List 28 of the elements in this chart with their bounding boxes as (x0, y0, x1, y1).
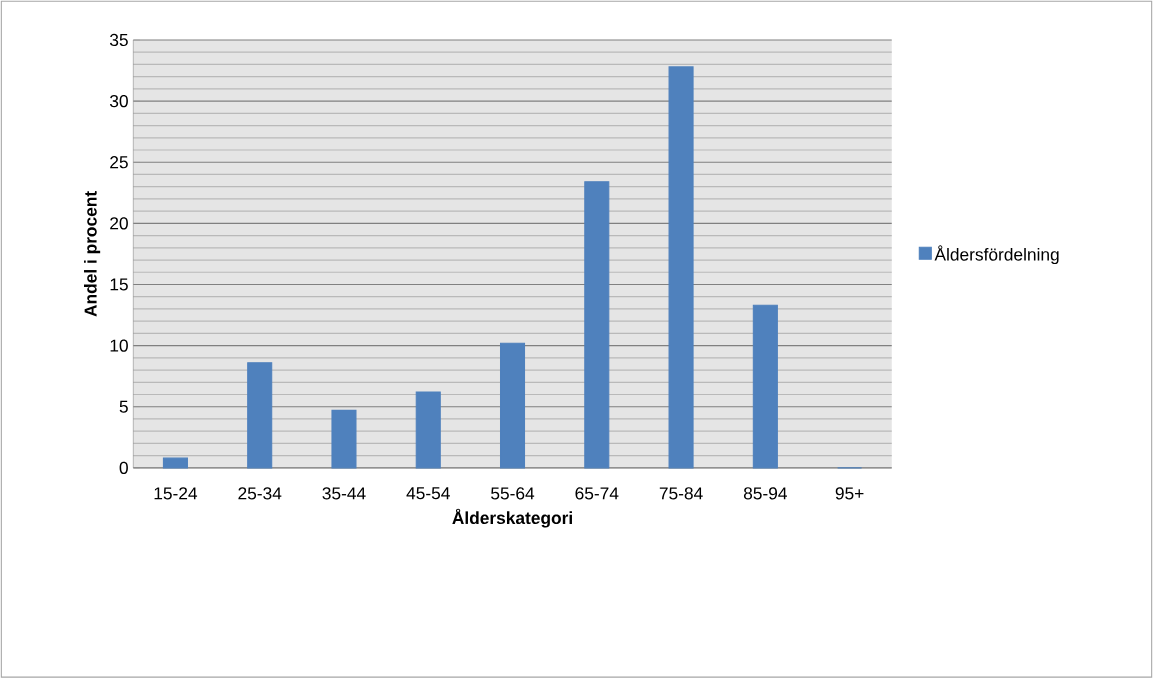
y-tick-label: 20 (110, 216, 128, 230)
x-tick-label: 75-84 (659, 486, 703, 500)
bar (668, 66, 694, 469)
y-tick-label: 30 (109, 94, 128, 108)
y-tick-label: 0 (119, 461, 128, 474)
legend-label: Åldersfördelning (934, 245, 1059, 264)
y-tick-label: 35 (109, 33, 128, 46)
x-tick-label: 25-34 (238, 486, 282, 500)
x-tick-label: 55-64 (491, 486, 535, 500)
x-tick-label: 95+ (835, 486, 864, 500)
bar (162, 457, 188, 469)
x-tick-label: 85-94 (743, 486, 787, 500)
x-tick-label: 15-24 (154, 486, 198, 500)
y-tick-label: 15 (110, 278, 128, 291)
y-tick-label: 10 (110, 339, 128, 352)
x-tick-label: 45-54 (406, 487, 450, 500)
y-tick-label: 5 (119, 400, 128, 413)
bar (752, 304, 778, 469)
bar (499, 342, 526, 469)
bar (415, 391, 441, 469)
bar (247, 361, 273, 469)
x-axis-title: Ålderskategori (452, 508, 572, 528)
y-axis-title: Andel i procent (84, 190, 101, 317)
x-tick-label: 35-44 (322, 486, 366, 500)
y-tick-label: 25 (110, 155, 128, 169)
bar (584, 181, 610, 469)
bar (331, 409, 357, 469)
x-tick-label: 65-74 (575, 486, 619, 500)
